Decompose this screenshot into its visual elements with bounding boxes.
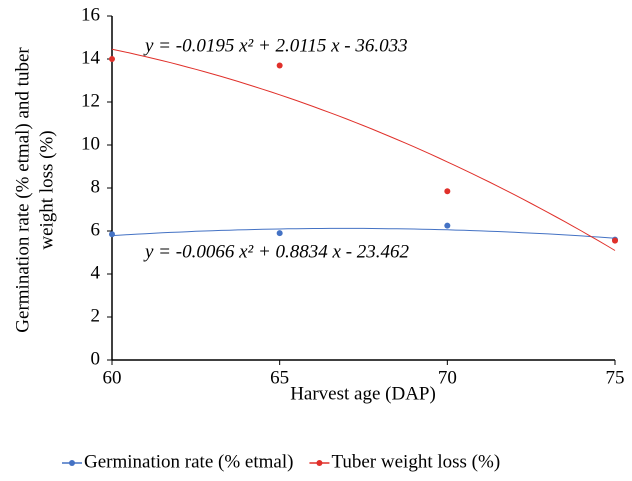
y-tick-label: 14 <box>81 47 101 68</box>
y-axis-label: weight loss (%) <box>36 130 57 249</box>
y-tick-label: 16 <box>81 4 100 25</box>
y-tick-label: 2 <box>91 305 101 326</box>
y-tick-label: 6 <box>91 219 101 240</box>
x-tick-label: 75 <box>606 367 625 388</box>
point <box>109 56 115 62</box>
legend-marker <box>316 460 323 466</box>
trend-equation: y = -0.0195 x² + 2.0115 x - 36.033 <box>143 35 408 56</box>
point <box>109 231 115 238</box>
x-tick-label: 65 <box>270 367 289 388</box>
x-axis-label: Harvest age (DAP) <box>290 383 436 404</box>
point <box>444 188 451 195</box>
y-tick-label: 4 <box>91 262 101 283</box>
y-tick-label: 8 <box>91 176 101 197</box>
point <box>276 230 283 237</box>
legend-label: Tuber weight loss (%) <box>331 451 500 472</box>
x-tick-label: 70 <box>438 367 457 388</box>
legend-label: Germination rate (% etmal) <box>84 451 293 472</box>
y-tick-label: 10 <box>81 133 100 154</box>
legend-marker <box>69 460 75 466</box>
trendline <box>111 227 616 239</box>
y-tick-label: 12 <box>81 90 100 111</box>
point <box>276 62 283 69</box>
y-axis-label: Germination rate (% etmal) and tuber <box>12 47 33 333</box>
x-tick-label: 60 <box>103 367 122 388</box>
point <box>612 237 618 244</box>
y-tick-label: 0 <box>91 348 101 369</box>
trendline <box>111 48 616 251</box>
trend-equation: y = -0.0066 x² + 0.8834 x - 23.462 <box>143 241 410 262</box>
point <box>444 222 451 229</box>
